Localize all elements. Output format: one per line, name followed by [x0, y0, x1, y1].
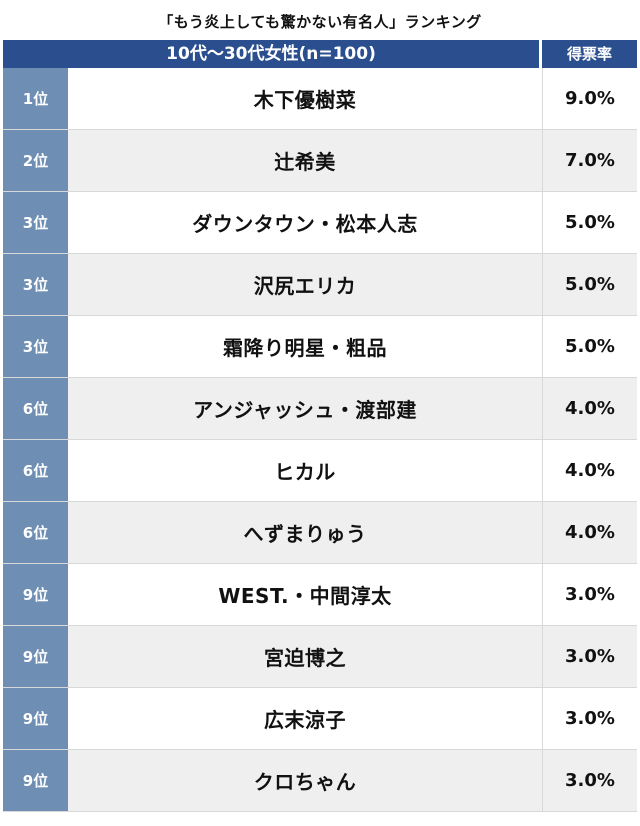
table-header: 10代〜30代女性(n=100) 得票率 [3, 40, 637, 68]
rank-cell: 3位 [3, 254, 68, 315]
header-divider [539, 40, 542, 68]
ranking-table: 10代〜30代女性(n=100) 得票率 1位 木下優樹菜 9.0% 2位 辻希… [3, 40, 637, 812]
page-title: 「もう炎上しても驚かない有名人」ランキング [158, 13, 482, 31]
rank-cell: 6位 [3, 502, 68, 563]
rank-cell: 9位 [3, 750, 68, 811]
rate-cell: 5.0% [542, 316, 637, 377]
name-cell: WEST.・中間淳太 [68, 564, 542, 625]
rate-cell: 4.0% [542, 440, 637, 501]
name-cell: ヒカル [68, 440, 542, 501]
rank-cell: 9位 [3, 564, 68, 625]
table-row: 9位 クロちゃん 3.0% [3, 750, 637, 812]
name-cell: へずまりゅう [68, 502, 542, 563]
name-cell: アンジャッシュ・渡部建 [68, 378, 542, 439]
rate-cell: 9.0% [542, 68, 637, 129]
rank-cell: 9位 [3, 626, 68, 687]
table-row: 6位 アンジャッシュ・渡部建 4.0% [3, 378, 637, 440]
rate-cell: 7.0% [542, 130, 637, 191]
rate-cell: 4.0% [542, 502, 637, 563]
name-cell: 木下優樹菜 [68, 68, 542, 129]
rank-cell: 2位 [3, 130, 68, 191]
rank-cell: 9位 [3, 688, 68, 749]
header-group-label: 10代〜30代女性(n=100) [3, 40, 539, 68]
name-cell: クロちゃん [68, 750, 542, 811]
rate-cell: 3.0% [542, 750, 637, 811]
name-cell: 辻希美 [68, 130, 542, 191]
table-row: 3位 沢尻エリカ 5.0% [3, 254, 637, 316]
rate-cell: 3.0% [542, 688, 637, 749]
rate-cell: 4.0% [542, 378, 637, 439]
rate-cell: 3.0% [542, 626, 637, 687]
rate-cell: 5.0% [542, 254, 637, 315]
table-row: 3位 ダウンタウン・松本人志 5.0% [3, 192, 637, 254]
rank-cell: 6位 [3, 440, 68, 501]
rank-cell: 1位 [3, 68, 68, 129]
header-rate-label: 得票率 [542, 40, 637, 68]
rank-cell: 3位 [3, 192, 68, 253]
name-cell: 広末涼子 [68, 688, 542, 749]
table-row: 9位 宮迫博之 3.0% [3, 626, 637, 688]
name-cell: 宮迫博之 [68, 626, 542, 687]
table-row: 3位 霜降り明星・粗品 5.0% [3, 316, 637, 378]
rank-cell: 6位 [3, 378, 68, 439]
name-cell: 沢尻エリカ [68, 254, 542, 315]
table-row: 6位 ヒカル 4.0% [3, 440, 637, 502]
rate-cell: 5.0% [542, 192, 637, 253]
name-cell: ダウンタウン・松本人志 [68, 192, 542, 253]
name-cell: 霜降り明星・粗品 [68, 316, 542, 377]
table-row: 2位 辻希美 7.0% [3, 130, 637, 192]
table-row: 9位 WEST.・中間淳太 3.0% [3, 564, 637, 626]
table-row: 1位 木下優樹菜 9.0% [3, 68, 637, 130]
rate-cell: 3.0% [542, 564, 637, 625]
rank-cell: 3位 [3, 316, 68, 377]
table-row: 9位 広末涼子 3.0% [3, 688, 637, 750]
table-row: 6位 へずまりゅう 4.0% [3, 502, 637, 564]
